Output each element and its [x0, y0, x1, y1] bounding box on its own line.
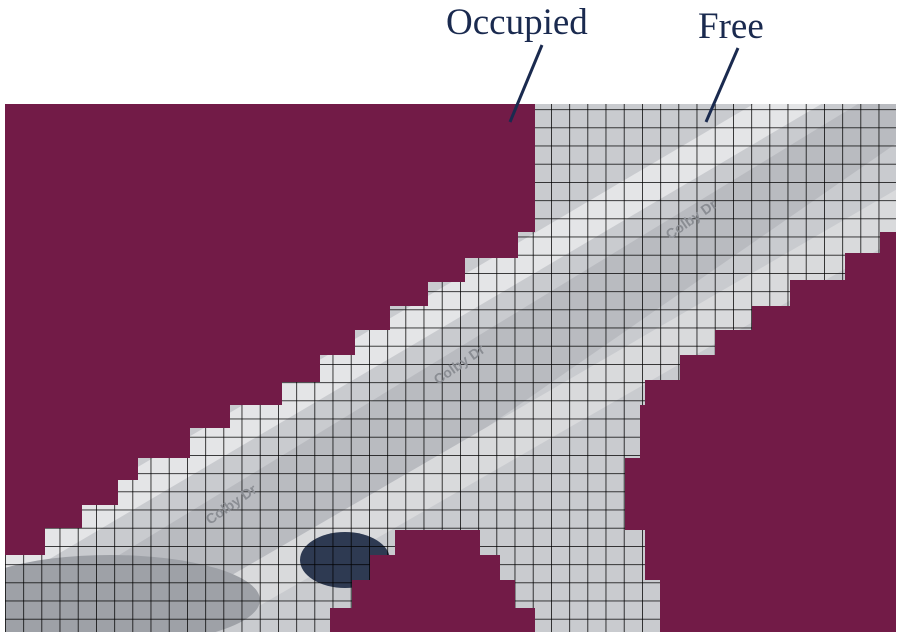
occupied-label: Occupied — [446, 2, 588, 43]
free-label: Free — [698, 6, 764, 47]
occupied-pointer-line — [508, 44, 544, 123]
free-pointer-line — [704, 47, 740, 123]
